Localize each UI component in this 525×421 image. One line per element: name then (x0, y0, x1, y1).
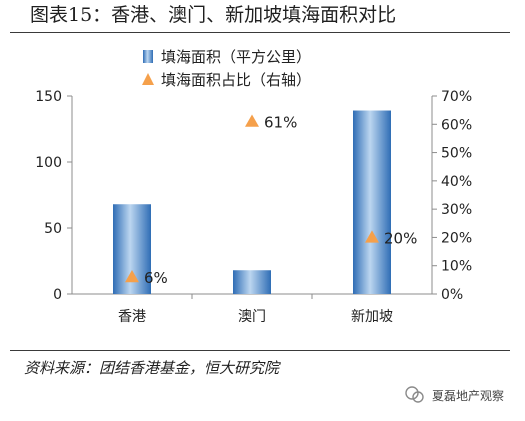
legend-bar-label: 填海面积（平方公里） (161, 48, 311, 66)
legend-bar-swatch (143, 50, 153, 63)
bar (233, 270, 271, 294)
marker-data-label: 61% (264, 113, 297, 131)
watermark: 夏磊地产观察 (404, 384, 504, 406)
x-tick-label: 新加坡 (351, 309, 393, 325)
left-tick-label: 150 (35, 89, 62, 105)
bar (353, 110, 391, 295)
marker-point (365, 230, 379, 243)
right-tick-label: 40% (441, 174, 472, 190)
x-tick-label: 香港 (118, 309, 146, 325)
legend-marker-swatch (142, 73, 154, 85)
left-tick-label: 0 (53, 287, 62, 303)
right-tick-label: 30% (441, 202, 472, 218)
wechat-icon (404, 384, 426, 406)
right-tick-label: 60% (441, 117, 472, 133)
right-tick-label: 70% (441, 89, 472, 105)
marker-point (245, 114, 259, 127)
right-tick-label: 0% (441, 287, 463, 303)
marker-data-label: 20% (384, 229, 417, 247)
chart-title: 图表15：香港、澳门、新加坡填海面积对比 (30, 4, 397, 26)
title-rule (10, 32, 510, 33)
marker-data-label: 6% (144, 269, 168, 287)
right-tick-label: 10% (441, 259, 472, 275)
left-tick-label: 50 (44, 221, 62, 237)
x-tick-label: 澳门 (238, 309, 266, 325)
marker-point (125, 270, 139, 283)
source-rule (10, 350, 510, 351)
right-tick-label: 20% (441, 230, 472, 246)
legend-marker-label: 填海面积占比（右轴） (161, 71, 311, 89)
left-tick-label: 100 (35, 155, 62, 171)
right-tick-label: 50% (441, 146, 472, 162)
watermark-text: 夏磊地产观察 (432, 388, 505, 403)
source-note: 资料来源：团结香港基金，恒大研究院 (24, 359, 280, 377)
